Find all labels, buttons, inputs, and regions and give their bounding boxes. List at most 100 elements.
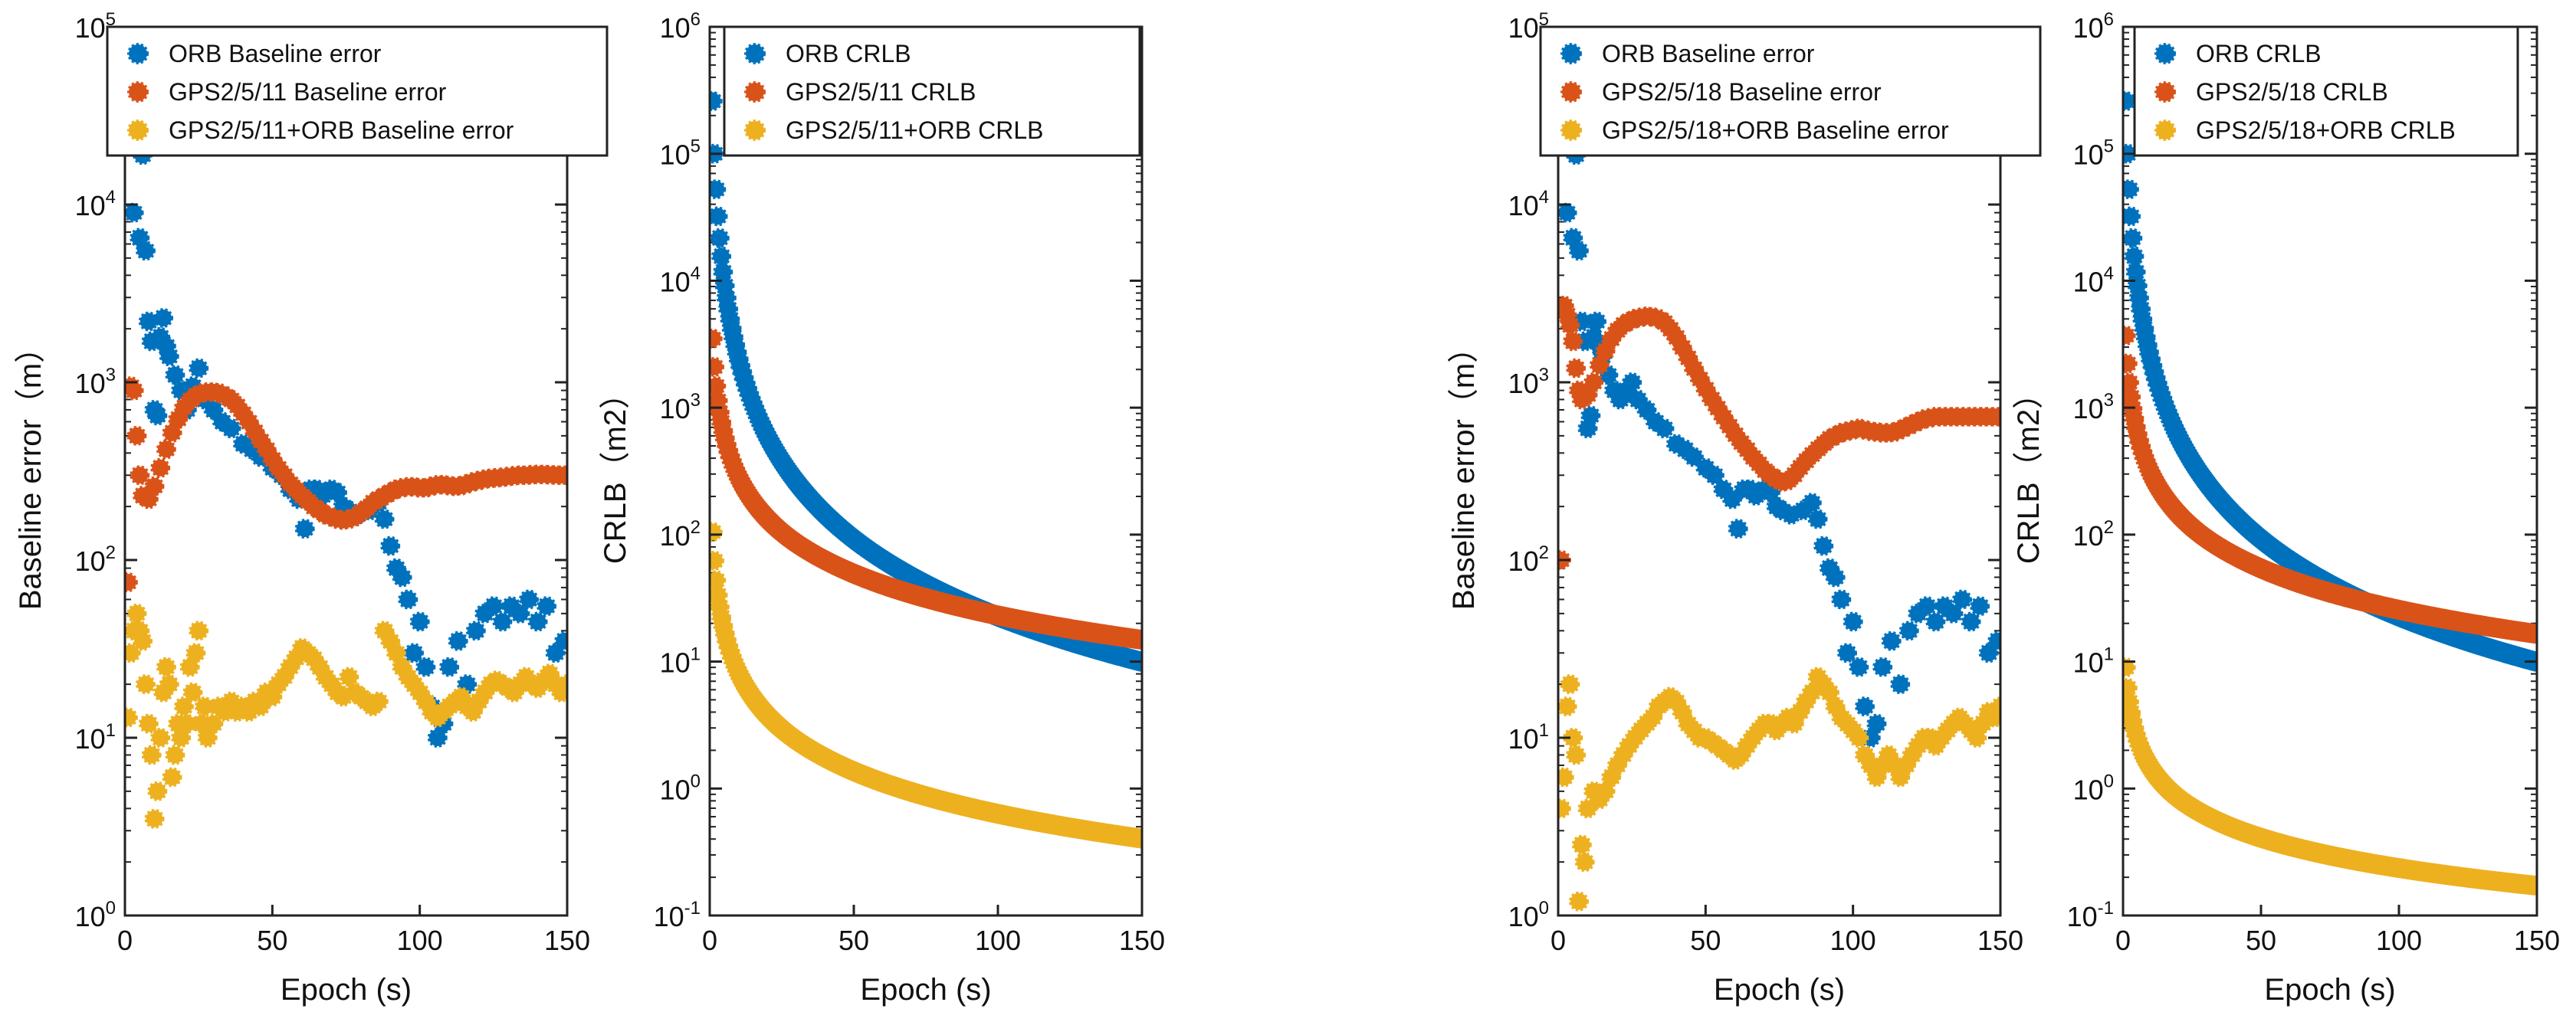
y-tick-label: 101 bbox=[75, 720, 116, 755]
legend-entry: GPS2/5/18 CRLB bbox=[2196, 78, 2388, 106]
data-point bbox=[427, 728, 448, 748]
y-tick-label: 102 bbox=[660, 517, 701, 552]
data-point bbox=[527, 611, 548, 632]
data-point bbox=[147, 781, 168, 801]
x-tick-label: 150 bbox=[1119, 925, 1165, 956]
data-point bbox=[126, 603, 147, 624]
data-point bbox=[2123, 657, 2136, 678]
data-point bbox=[1558, 767, 1574, 788]
legend-box bbox=[723, 25, 1141, 157]
y-tick-label: 102 bbox=[2073, 517, 2114, 552]
legend-entry: GPS2/5/11 Baseline error bbox=[169, 78, 447, 106]
data-point bbox=[221, 418, 241, 439]
data-point bbox=[250, 696, 271, 717]
data-point bbox=[1563, 331, 1583, 352]
data-point bbox=[173, 696, 194, 717]
legend-entry: ORB Baseline error bbox=[1602, 40, 1815, 67]
data-point bbox=[162, 767, 182, 788]
x-axis-label: Epoch (s) bbox=[281, 973, 412, 1007]
data-point bbox=[1595, 781, 1616, 801]
data-point bbox=[125, 707, 138, 728]
x-tick-label: 50 bbox=[257, 925, 287, 956]
legend-entry: ORB CRLB bbox=[786, 40, 911, 67]
data-point bbox=[483, 596, 504, 617]
data-point bbox=[1704, 465, 1724, 486]
data-point bbox=[439, 657, 460, 677]
data-point bbox=[386, 643, 406, 663]
data-point bbox=[1836, 643, 1857, 663]
data-point bbox=[1568, 891, 1589, 912]
data-point bbox=[1970, 596, 1990, 617]
y-tick-label: 103 bbox=[75, 365, 116, 399]
data-point bbox=[1916, 596, 1937, 617]
data-point bbox=[710, 206, 728, 227]
legend-marker bbox=[1560, 120, 1582, 141]
legend-marker bbox=[744, 81, 766, 103]
y-minor-ticks bbox=[125, 34, 567, 863]
data-point bbox=[159, 346, 179, 367]
series-gps2-5-18-crlb bbox=[2123, 325, 2537, 644]
data-point bbox=[150, 728, 171, 748]
data-point bbox=[1571, 834, 1592, 855]
x-axis-label: Epoch (s) bbox=[860, 973, 991, 1007]
data-point bbox=[1978, 643, 1999, 663]
series-gps2-5-11-baseline-error bbox=[125, 376, 567, 592]
series-gps2-5-18-orb-crlb bbox=[2123, 657, 2537, 896]
data-point bbox=[130, 465, 150, 486]
data-point bbox=[557, 465, 567, 486]
data-point bbox=[144, 808, 165, 829]
data-point bbox=[2123, 677, 2138, 698]
legend-marker bbox=[127, 43, 149, 64]
data-point bbox=[135, 241, 156, 261]
legend-box bbox=[106, 25, 609, 157]
data-point bbox=[165, 745, 185, 765]
data-point bbox=[1683, 447, 1704, 467]
data-point bbox=[1558, 798, 1571, 819]
data-point bbox=[1563, 728, 1583, 748]
legend-entry: ORB Baseline error bbox=[169, 40, 382, 67]
legend-entry: GPS2/5/11 CRLB bbox=[786, 78, 976, 106]
data-point bbox=[710, 328, 723, 349]
data-point bbox=[1583, 372, 1604, 392]
y-tick-label: 102 bbox=[1508, 542, 1549, 577]
data-point bbox=[138, 713, 159, 734]
data-point bbox=[1881, 630, 1902, 651]
data-point bbox=[380, 536, 401, 556]
series-gps2-5-18-orb-baseline-error bbox=[1558, 667, 2000, 912]
y-tick-label: 10-1 bbox=[654, 898, 701, 932]
data-point bbox=[1566, 358, 1587, 378]
data-point bbox=[415, 657, 436, 677]
x-axis-label: Epoch (s) bbox=[2264, 973, 2395, 1007]
data-point bbox=[1961, 611, 1981, 632]
y-tick-label: 105 bbox=[75, 9, 116, 44]
data-point bbox=[125, 643, 141, 663]
data-point bbox=[294, 519, 315, 539]
data-point bbox=[710, 375, 727, 396]
data-point bbox=[1987, 630, 2000, 651]
data-point bbox=[1574, 852, 1595, 873]
data-point bbox=[1801, 493, 1822, 513]
x-tick-label: 150 bbox=[2514, 925, 2560, 956]
data-point bbox=[1843, 611, 1863, 632]
data-point bbox=[203, 399, 224, 420]
axes-box bbox=[2122, 25, 2538, 917]
legend: ORB CRLB GPS2/5/18 CRLB GPS2/5/18+ORB CRLB bbox=[2133, 25, 2519, 157]
x-axis-label: Epoch (s) bbox=[1714, 973, 1845, 1007]
data-point bbox=[171, 728, 192, 748]
legend-marker bbox=[744, 43, 766, 64]
y-tick-label: 101 bbox=[2073, 644, 2114, 679]
legend-entry: GPS2/5/11+ORB Baseline error bbox=[169, 116, 514, 144]
data-point bbox=[1898, 621, 1919, 641]
data-point bbox=[159, 674, 179, 695]
data-point bbox=[1813, 536, 1834, 556]
data-point bbox=[492, 611, 513, 632]
x-tick-label: 0 bbox=[1551, 925, 1566, 956]
data-point bbox=[710, 179, 727, 200]
y-axis-label: CRLB（m2） bbox=[2012, 378, 2046, 564]
data-point bbox=[185, 643, 206, 663]
legend-entry: GPS2/5/11+ORB CRLB bbox=[786, 116, 1043, 144]
data-point bbox=[1801, 682, 1822, 703]
data-point bbox=[125, 380, 144, 401]
axes-box bbox=[708, 25, 1144, 917]
data-point bbox=[1855, 696, 1875, 717]
